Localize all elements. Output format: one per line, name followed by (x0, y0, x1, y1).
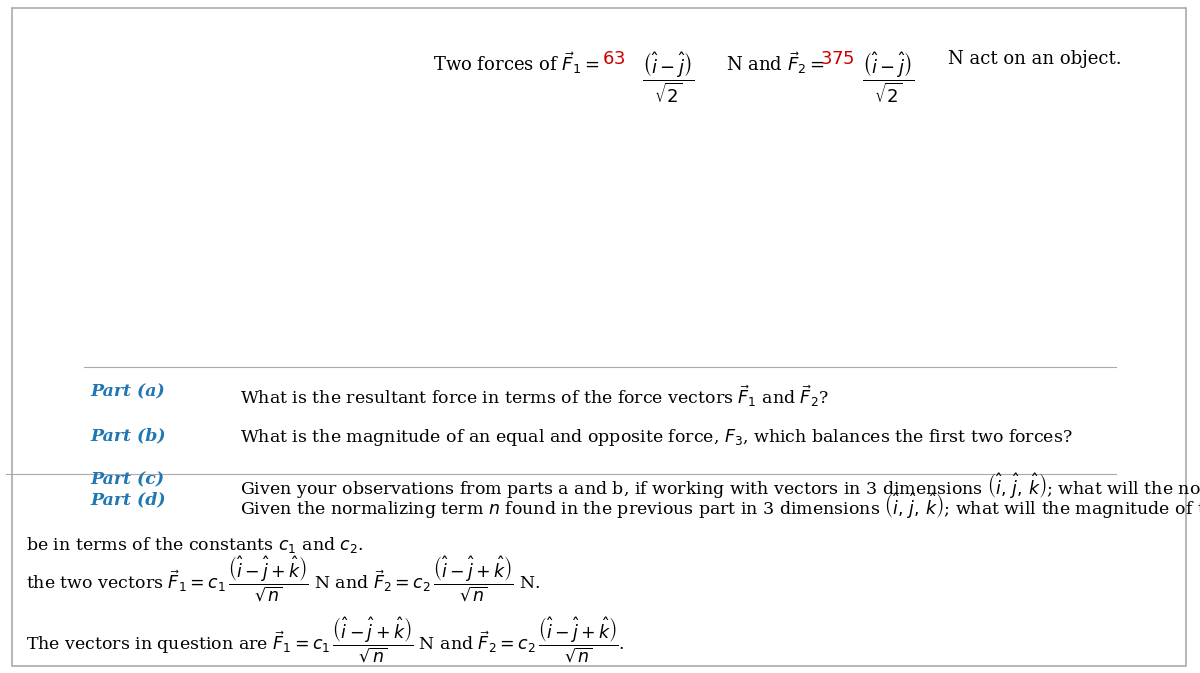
Text: Part (d): Part (d) (90, 491, 166, 508)
Text: Part (c): Part (c) (90, 471, 164, 488)
Text: $\dfrac{\left(\hat{i} - \hat{j}\right)}{\sqrt{2}}$: $\dfrac{\left(\hat{i} - \hat{j}\right)}{… (642, 50, 695, 105)
Text: the two vectors $\vec{F}_1 = c_1\,\dfrac{\left(\hat{i} - \hat{j} + \hat{k}\right: the two vectors $\vec{F}_1 = c_1\,\dfrac… (26, 555, 541, 604)
Text: Two forces of $\vec{F}_1 = $: Two forces of $\vec{F}_1 = $ (433, 50, 600, 76)
Text: be in terms of the constants $c_1$ and $c_2$.: be in terms of the constants $c_1$ and $… (26, 535, 364, 555)
Text: Given the normalizing term $n$ found in the previous part in 3 dimensions $\left: Given the normalizing term $n$ found in … (240, 491, 1200, 520)
Text: Given your observations from parts a and b, if working with vectors in 3 dimensi: Given your observations from parts a and… (240, 471, 1200, 500)
Text: $\dfrac{\left(\hat{i} - \hat{j}\right)}{\sqrt{2}}$: $\dfrac{\left(\hat{i} - \hat{j}\right)}{… (862, 50, 914, 105)
Text: $63$: $63$ (602, 50, 626, 69)
Text: N and $\vec{F}_2 = $: N and $\vec{F}_2 = $ (726, 50, 824, 76)
Text: $375$: $375$ (820, 50, 854, 69)
Text: The vectors in question are $\vec{F}_1 = c_1\,\dfrac{\left(\hat{i} - \hat{j} + \: The vectors in question are $\vec{F}_1 =… (26, 616, 625, 665)
Text: Part (b): Part (b) (90, 427, 166, 444)
Text: What is the resultant force in terms of the force vectors $\vec{F}_1$ and $\vec{: What is the resultant force in terms of … (240, 384, 829, 409)
Text: What is the magnitude of an equal and opposite force, $F_3$, which balances the : What is the magnitude of an equal and op… (240, 427, 1073, 448)
FancyBboxPatch shape (12, 8, 1186, 666)
Text: Part (a): Part (a) (90, 384, 164, 400)
Text: N act on an object.: N act on an object. (948, 50, 1122, 69)
